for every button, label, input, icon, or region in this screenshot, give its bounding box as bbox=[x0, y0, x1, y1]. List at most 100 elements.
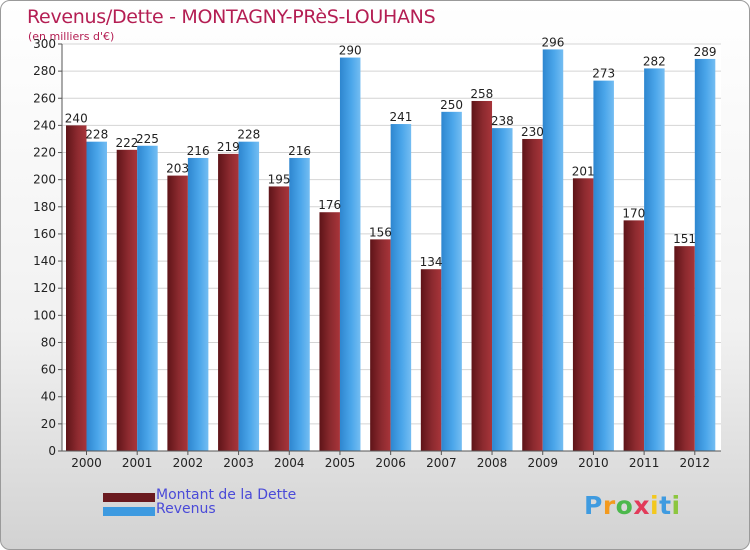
y-tick-label: 240 bbox=[33, 118, 56, 132]
bar-revenue-2008 bbox=[492, 128, 513, 451]
bar-revenue-2002 bbox=[187, 157, 209, 451]
bar-debt-2010 bbox=[572, 178, 594, 451]
bar-debt-2000 bbox=[66, 125, 87, 452]
bar-debt-2011 bbox=[623, 220, 645, 451]
x-tick-label: 2004 bbox=[274, 456, 305, 470]
data-label-revenue-2011: 282 bbox=[643, 54, 666, 68]
data-label-revenue-2009: 296 bbox=[542, 35, 565, 49]
data-label-debt-2005: 176 bbox=[318, 198, 341, 212]
axes: 0 20 40 60 80 100 120 140 160 180 200 220 240 260 280 3… bbox=[33, 37, 721, 470]
legend-swatch-debt bbox=[103, 493, 155, 502]
bar-debt-2002 bbox=[167, 175, 188, 451]
bar-revenue-2011 bbox=[644, 68, 665, 452]
x-tick-label: 2001 bbox=[122, 456, 153, 470]
bar-revenue-2005 bbox=[339, 57, 361, 452]
bar-revenue-2001 bbox=[137, 145, 158, 451]
data-label-revenue-2005: 290 bbox=[339, 44, 362, 58]
y-tick-label: 40 bbox=[41, 390, 56, 404]
data-label-debt-2006: 156 bbox=[369, 225, 392, 239]
data-label-revenue-2006: 241 bbox=[389, 110, 412, 124]
data-label-revenue-2003: 228 bbox=[237, 128, 260, 142]
x-tick-label: 2007 bbox=[426, 456, 457, 470]
bar-debt-2003 bbox=[218, 153, 239, 451]
logo-letter: r bbox=[602, 491, 616, 520]
bars bbox=[66, 49, 716, 452]
bar-revenue-2010 bbox=[593, 80, 614, 451]
bar-revenue-2007 bbox=[441, 111, 462, 451]
y-tick-label: 140 bbox=[33, 254, 56, 268]
y-tick-label: 280 bbox=[33, 64, 56, 78]
x-tick-label: 2003 bbox=[223, 456, 254, 470]
data-label-debt-2000: 240 bbox=[65, 111, 88, 125]
data-label-debt-2003: 219 bbox=[217, 140, 240, 154]
y-tick-label: 100 bbox=[33, 308, 56, 322]
x-tick-label: 2008 bbox=[477, 456, 508, 470]
data-label-revenue-2010: 273 bbox=[592, 67, 615, 81]
legend-label-debt: Montant de la Dette bbox=[156, 487, 297, 503]
x-tick-label: 2005 bbox=[325, 456, 356, 470]
x-tick-label: 2011 bbox=[629, 456, 660, 470]
bar-debt-2001 bbox=[116, 149, 138, 451]
bar-revenue-2003 bbox=[238, 141, 260, 451]
data-label-revenue-2002: 216 bbox=[187, 144, 210, 158]
bar-debt-2004 bbox=[268, 186, 290, 451]
x-tick-label: 2002 bbox=[173, 456, 204, 470]
data-label-debt-2001: 222 bbox=[115, 136, 138, 150]
data-label-debt-2008: 258 bbox=[470, 87, 493, 101]
legend-label-revenue: Revenus bbox=[156, 501, 216, 517]
y-tick-label: 200 bbox=[33, 173, 56, 187]
data-label-revenue-2012: 289 bbox=[694, 45, 717, 59]
data-label-revenue-2004: 216 bbox=[288, 144, 311, 158]
y-tick-label: 120 bbox=[33, 281, 56, 295]
bar-revenue-2000 bbox=[86, 141, 107, 451]
x-tick-label: 2000 bbox=[71, 456, 102, 470]
y-tick-label: 300 bbox=[33, 37, 56, 51]
data-label-debt-2002: 203 bbox=[166, 162, 189, 176]
chart-title: Revenus/Dette - MONTAGNY-PRèS-LOUHANS bbox=[27, 6, 436, 28]
bar-debt-2009 bbox=[522, 138, 543, 451]
bar-debt-2006 bbox=[370, 239, 391, 451]
data-label-revenue-2000: 228 bbox=[85, 128, 108, 142]
data-label-debt-2011: 170 bbox=[622, 206, 645, 220]
y-tick-label: 80 bbox=[41, 335, 56, 349]
y-tick-label: 260 bbox=[33, 91, 56, 105]
x-tick-label: 2006 bbox=[375, 456, 406, 470]
logo-letter: i bbox=[650, 491, 660, 520]
logo-letter: x bbox=[633, 491, 650, 520]
bar-debt-2005 bbox=[319, 212, 340, 451]
logo-letter: P bbox=[584, 491, 603, 520]
data-label-debt-2010: 201 bbox=[572, 164, 595, 178]
y-tick-label: 20 bbox=[41, 417, 56, 431]
logo-letter: t bbox=[659, 491, 672, 520]
bar-revenue-2006 bbox=[390, 124, 412, 451]
x-tick-label: 2012 bbox=[680, 456, 711, 470]
bar-revenue-2012 bbox=[694, 58, 716, 451]
data-label-debt-2007: 134 bbox=[420, 255, 443, 269]
bar-debt-2012 bbox=[674, 246, 695, 451]
bar-revenue-2004 bbox=[289, 157, 310, 451]
x-tick-label: 2010 bbox=[578, 456, 609, 470]
proxiti-logo: Proxiti bbox=[584, 491, 681, 520]
y-tick-label: 220 bbox=[33, 146, 56, 160]
data-label-revenue-2001: 225 bbox=[136, 132, 159, 146]
y-tick-label: 180 bbox=[33, 200, 56, 214]
bar-debt-2008 bbox=[471, 100, 493, 451]
bar-debt-2007 bbox=[420, 269, 442, 451]
data-label-debt-2004: 195 bbox=[268, 172, 291, 186]
chart-subtitle: (en milliers d'€) bbox=[28, 30, 115, 43]
data-label-debt-2012: 151 bbox=[673, 232, 696, 246]
y-tick-label: 0 bbox=[48, 444, 56, 458]
data-label-debt-2009: 230 bbox=[521, 125, 544, 139]
x-tick-label: 2009 bbox=[527, 456, 558, 470]
bar-revenue-2009 bbox=[542, 49, 564, 451]
y-tick-label: 160 bbox=[33, 227, 56, 241]
legend-swatch-revenue bbox=[103, 507, 155, 516]
data-label-revenue-2007: 250 bbox=[440, 98, 463, 112]
logo-letter: o bbox=[615, 491, 634, 520]
logo-letter: i bbox=[671, 491, 681, 520]
y-tick-label: 60 bbox=[41, 363, 56, 377]
data-label-revenue-2008: 238 bbox=[491, 114, 514, 128]
